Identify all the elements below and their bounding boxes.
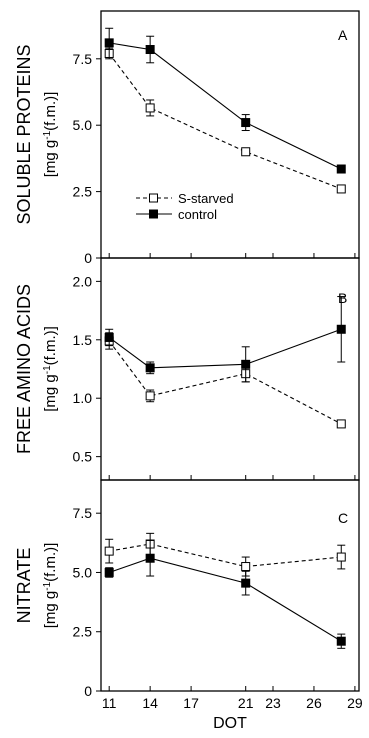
y-tick-label: 2.5 [73, 624, 93, 640]
x-tick-label: 26 [306, 695, 322, 711]
panel-b-plot: 0.5 1.0 1.5 2.0 [73, 273, 356, 480]
panel-c-ylabel-unit: [mg g-1(f.m.)] [42, 543, 60, 629]
data-point-control [336, 636, 346, 646]
x-tick-label: 14 [142, 695, 158, 711]
panel-a-letter: A [338, 27, 348, 43]
data-point-control [145, 45, 155, 55]
series-line-control [108, 328, 342, 369]
legend-control-marker [149, 209, 158, 219]
y-tick-label: 5.0 [73, 564, 93, 580]
data-point-s-starved [336, 552, 346, 562]
ylabel-unit-tail: (f.m.)] [42, 543, 59, 582]
data-point-s-starved [241, 562, 251, 572]
panel-a-ylabel-title: SOLUBLE PROTEINS [14, 44, 34, 224]
series-line-control [109, 557, 342, 642]
legend-control-label: control [178, 207, 217, 222]
series-line-control [109, 42, 342, 170]
data-point-control [104, 38, 114, 48]
x-tick-label: 23 [265, 695, 281, 711]
y-tick-label: 7.5 [73, 51, 93, 67]
y-tick-label: 7.5 [73, 505, 93, 521]
ylabel-unit-text: [mg g [42, 140, 59, 178]
series-line-s-starved [108, 340, 342, 425]
y-tick-label: 2.0 [73, 273, 93, 289]
data-point-control [145, 553, 155, 563]
panel-a-plot: 0 2.5 5.0 7.5 [73, 27, 356, 266]
data-point-s-starved [336, 184, 346, 194]
y-tick-label: 1.5 [73, 332, 93, 348]
ylabel-unit-tail: (f.m.)] [42, 92, 59, 131]
legend-s-starved-label: S-starved [178, 191, 234, 206]
y-tick-label: 5.0 [73, 117, 93, 133]
panel-b-ylabel-unit: [mg g-1(f.m.)] [42, 326, 60, 412]
x-tick-label: 11 [102, 695, 117, 711]
panel-b-frame [100, 257, 360, 481]
y-tick-label: 1.0 [73, 390, 93, 406]
panel-a: A SOLUBLE PROTEINS [mg g-1(f.m.)] S-star… [14, 10, 360, 259]
data-point-control [336, 164, 346, 174]
data-point-control [145, 363, 155, 373]
y-tick-label: 2.5 [73, 184, 93, 200]
data-point-s-starved [145, 103, 155, 113]
series-line-s-starved [108, 53, 342, 190]
panel-c: C NITRATE [mg g-1(f.m.)] [14, 479, 360, 692]
panel-c-ylabel-title: NITRATE [14, 548, 34, 624]
panel-c-plot: 0 2.5 5.0 7.5 [73, 505, 356, 699]
ylabel-unit-exponent: -1 [42, 365, 53, 374]
data-point-s-starved [241, 147, 251, 157]
y-tick-label: 0.5 [73, 449, 93, 465]
series-line-s-starved [109, 543, 342, 568]
data-point-control [241, 578, 251, 588]
ylabel-unit-tail: (f.m.)] [42, 326, 59, 365]
panel-b-letter: B [338, 290, 347, 306]
panel-c-letter: C [338, 510, 348, 526]
ylabel-unit-text: [mg g [42, 374, 59, 412]
data-point-control [241, 359, 251, 369]
data-point-s-starved [145, 391, 155, 401]
legend-s-starved-marker [149, 193, 158, 203]
data-point-control [104, 332, 114, 342]
x-axis-title: DOT [213, 715, 247, 732]
data-point-s-starved [336, 419, 346, 429]
panel-b-ylabel-title: FREE AMINO ACIDS [14, 284, 34, 454]
x-axis: DOT 11 14 17 21 23 26 29 [102, 695, 363, 732]
ylabel-unit-text: [mg g [42, 591, 59, 629]
data-point-control [104, 567, 114, 577]
ylabel-unit-exponent: -1 [42, 581, 53, 590]
panel-c-frame [100, 479, 360, 692]
data-point-s-starved [104, 546, 114, 556]
panel-a-ylabel-unit: [mg g-1(f.m.)] [42, 92, 60, 178]
data-point-control [336, 324, 346, 334]
panel-b: B FREE AMINO ACIDS [mg g-1(f.m.)] [14, 257, 360, 481]
panel-a-legend: S-starved control [136, 191, 234, 222]
ylabel-unit-exponent: -1 [42, 130, 53, 139]
x-tick-label: 21 [238, 695, 254, 711]
data-point-control [241, 118, 251, 128]
y-tick-label: 0 [84, 683, 92, 699]
y-tick-label: 0 [84, 250, 92, 266]
x-tick-label: 17 [183, 695, 199, 711]
x-tick-label: 29 [347, 695, 363, 711]
